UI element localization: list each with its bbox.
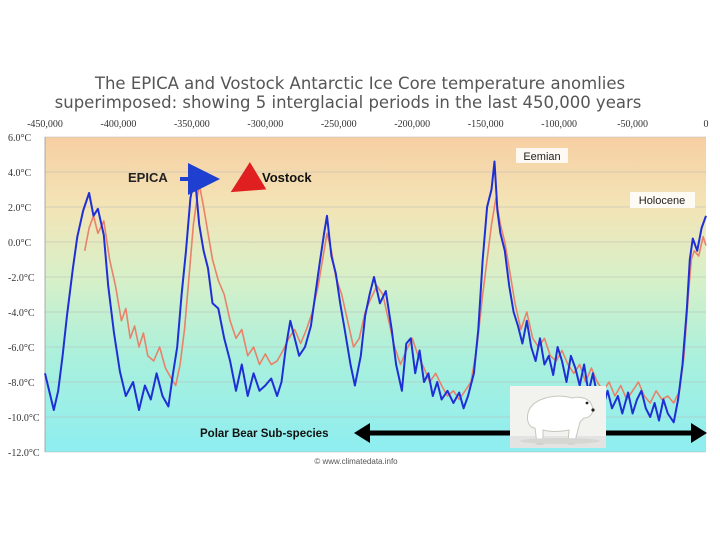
x-tick-label: 0 bbox=[704, 119, 709, 130]
eemian-box bbox=[516, 148, 568, 163]
polar-bear-photo bbox=[510, 386, 606, 448]
y-axis-ticks: 6.0°C 4.0°C 2.0°C 0.0°C -2.0°C -4.0°C -6.0°C -8… bbox=[8, 133, 40, 459]
epica-label: EPICA bbox=[128, 170, 168, 185]
y-tick-label: -10.0°C bbox=[8, 413, 40, 424]
y-tick-label: -2.0°C bbox=[8, 273, 35, 284]
chart-title-line-2: superimposed: showing 5 interglacial per… bbox=[55, 93, 642, 112]
x-tick-label: -100,000 bbox=[541, 119, 577, 130]
series-line-vostock bbox=[83, 183, 707, 404]
y-tick-label: 4.0°C bbox=[8, 168, 31, 179]
y-tick-label: 2.0°C bbox=[8, 203, 31, 214]
y-tick-label: -12.0°C bbox=[8, 448, 40, 459]
x-tick-label: -300,000 bbox=[247, 119, 283, 130]
polar-bear-label: Polar Bear Sub-species bbox=[200, 428, 328, 440]
x-tick-label: -400,000 bbox=[101, 119, 137, 130]
eemian-label: Eemian bbox=[523, 151, 560, 163]
y-tick-label: 0.0°C bbox=[8, 238, 31, 249]
vostock-arrow bbox=[230, 161, 267, 193]
holocene-box bbox=[630, 192, 695, 208]
y-tick-label: -8.0°C bbox=[8, 378, 35, 389]
vostock-label: Vostock bbox=[262, 170, 312, 185]
y-tick-label: 6.0°C bbox=[8, 133, 31, 144]
chart-title-line-1: The EPICA and Vostock Antarctic Ice Core… bbox=[94, 74, 625, 93]
x-tick-label: -200,000 bbox=[394, 119, 430, 130]
x-tick-label: -350,000 bbox=[174, 119, 210, 130]
holocene-label: Holocene bbox=[639, 195, 685, 207]
credit: © www.climatedata.info bbox=[314, 457, 398, 466]
y-tick-label: -6.0°C bbox=[8, 343, 35, 354]
x-tick-label: -150,000 bbox=[468, 119, 504, 130]
x-tick-label: -250,000 bbox=[321, 119, 357, 130]
x-tick-label: -50,000 bbox=[617, 119, 648, 130]
x-axis-ticks: -450,000 -400,000 -350,000 -300,000 -250,000… bbox=[27, 119, 708, 130]
y-tick-label: -4.0°C bbox=[8, 308, 35, 319]
x-tick-label: -450,000 bbox=[27, 119, 63, 130]
